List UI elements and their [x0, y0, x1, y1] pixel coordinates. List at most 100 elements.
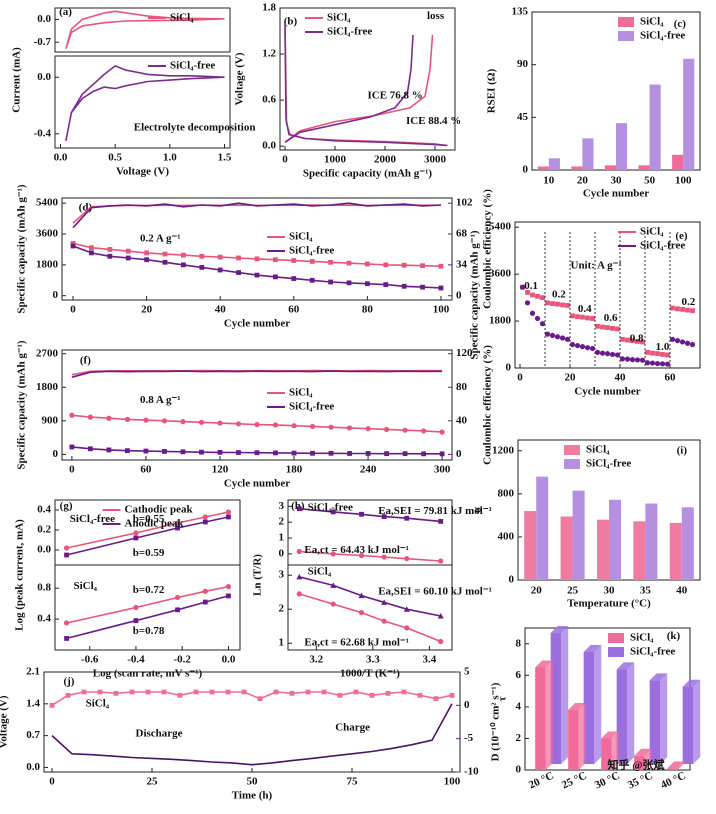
- plot-frame: [61, 197, 453, 301]
- x-axis-label: Cycle number: [574, 386, 640, 398]
- x-tick-label: 0.5: [108, 152, 122, 164]
- x-tick-label: 40 °C: [659, 770, 688, 792]
- legend-label: SiCl₄-free: [586, 458, 631, 470]
- y-tick-label: 90: [517, 58, 529, 70]
- series-line: [71, 370, 443, 378]
- marker: [624, 356, 631, 362]
- bar: [683, 58, 695, 170]
- y-tick-label: 2: [279, 516, 285, 528]
- y-tick-label: 0.0: [262, 140, 276, 152]
- marker: [107, 253, 113, 259]
- annotation: 0.6: [604, 312, 618, 324]
- bar: [616, 669, 628, 764]
- bar-top: [583, 644, 602, 652]
- x-tick-label: 0: [282, 154, 288, 166]
- marker: [629, 357, 636, 363]
- bar: [596, 519, 609, 580]
- bar-top: [634, 748, 652, 756]
- bar: [604, 165, 616, 170]
- plot-frame: [61, 349, 453, 461]
- annotation: b=0.55: [133, 513, 165, 525]
- marker: [226, 593, 231, 599]
- x-tick-label: 60: [665, 372, 677, 384]
- marker: [684, 340, 691, 346]
- y-tick-label: 1800: [36, 258, 59, 270]
- x-tick-label: 35 °C: [626, 770, 655, 792]
- y-tick-label: 0.0: [37, 13, 51, 25]
- marker: [364, 261, 370, 267]
- marker: [161, 689, 167, 695]
- y-tick-label: 1800: [489, 315, 512, 327]
- marker: [384, 451, 389, 457]
- marker: [107, 247, 113, 252]
- marker: [161, 418, 168, 424]
- marker: [217, 254, 223, 260]
- y-axis-label: Ln (T/R): [252, 554, 264, 596]
- y-axis-label: Voltage (V): [0, 695, 10, 748]
- series-line: [72, 204, 442, 224]
- bar-top: [568, 703, 586, 711]
- marker: [585, 315, 590, 321]
- y2-tick-label: 5: [464, 666, 470, 678]
- marker: [575, 314, 580, 320]
- panel: 0 400 800 1200 Temperature (°C) σ (i) 20 25 30 35 4…: [472, 439, 701, 610]
- y-tick-label: 0: [53, 289, 59, 301]
- x-tick-label: 25: [567, 585, 579, 597]
- marker: [180, 418, 186, 425]
- y-tick-label: 0: [516, 764, 522, 776]
- marker: [177, 692, 183, 698]
- marker: [64, 636, 69, 641]
- marker: [65, 692, 71, 698]
- marker: [125, 255, 131, 261]
- marker: [106, 447, 112, 453]
- legend-label: SiCl₄: [640, 226, 664, 238]
- marker: [272, 274, 278, 280]
- marker: [175, 525, 180, 531]
- legend-label: Cathodic peak: [125, 504, 194, 516]
- marker: [125, 448, 130, 454]
- annotation: Ea,ct = 62.68 kJ mol⁻¹: [304, 637, 409, 649]
- legend-swatch: [608, 633, 624, 643]
- marker: [420, 284, 425, 290]
- marker: [438, 263, 444, 269]
- y2-tick-label: 0: [464, 699, 470, 711]
- marker: [209, 689, 215, 695]
- marker: [381, 554, 387, 560]
- marker: [199, 265, 205, 270]
- panel: 1 2 3 3.2 3.3 3.4 1000/T (K⁻¹) SiCl₄ Ea,SEI = 60…: [279, 564, 492, 680]
- y-tick-label: 5400: [36, 197, 59, 209]
- marker: [670, 305, 675, 311]
- marker: [181, 252, 186, 258]
- marker: [87, 446, 93, 452]
- marker: [346, 280, 352, 286]
- x-axis-label: Log (scan rate, mV s⁻¹): [93, 668, 203, 680]
- marker: [133, 530, 139, 536]
- marker: [254, 421, 260, 428]
- legend-label: SiCl₄: [289, 231, 313, 243]
- marker: [353, 689, 359, 695]
- marker: [69, 444, 75, 450]
- marker: [580, 314, 585, 320]
- marker: [565, 303, 570, 308]
- marker: [296, 591, 302, 597]
- bar-top: [682, 679, 701, 687]
- marker: [198, 419, 205, 425]
- legend-label: SiCl₄-free: [289, 245, 334, 257]
- marker: [296, 506, 302, 512]
- y-tick-label: 2: [516, 732, 522, 744]
- x-tick-label: 1000: [324, 154, 347, 166]
- marker: [346, 260, 352, 266]
- marker: [328, 259, 333, 265]
- x-axis-label: Voltage (V): [116, 166, 169, 178]
- marker: [113, 690, 119, 696]
- y-axis-label: τ: [497, 696, 509, 701]
- panel: 0 900 1800 2700 0 40 80 120 0 60 120 180 240 300 Cycle…: [16, 340, 494, 489]
- marker: [133, 618, 139, 624]
- y-tick-label: 1: [279, 637, 285, 649]
- x-tick-label: 20: [141, 304, 153, 316]
- marker: [89, 250, 94, 256]
- x-tick-label: 40: [676, 585, 688, 597]
- marker: [525, 289, 530, 295]
- marker: [645, 349, 650, 355]
- bar-top: [535, 660, 553, 668]
